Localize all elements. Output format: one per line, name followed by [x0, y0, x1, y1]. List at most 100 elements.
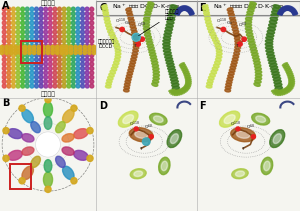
Text: O$^{68}$: O$^{68}$: [246, 123, 255, 132]
Ellipse shape: [116, 52, 121, 55]
Ellipse shape: [275, 86, 282, 90]
Ellipse shape: [44, 49, 48, 53]
Ellipse shape: [39, 58, 43, 62]
Circle shape: [136, 42, 140, 46]
Ellipse shape: [90, 7, 94, 11]
Ellipse shape: [145, 11, 151, 15]
Ellipse shape: [275, 89, 283, 93]
Ellipse shape: [44, 21, 48, 25]
Circle shape: [71, 178, 77, 184]
Ellipse shape: [114, 43, 119, 47]
Circle shape: [5, 45, 8, 49]
Ellipse shape: [143, 20, 149, 24]
Ellipse shape: [266, 40, 273, 43]
Ellipse shape: [269, 20, 277, 24]
Ellipse shape: [81, 16, 85, 20]
Ellipse shape: [281, 8, 284, 11]
Ellipse shape: [134, 43, 139, 46]
Ellipse shape: [71, 16, 75, 20]
Ellipse shape: [287, 6, 288, 10]
Ellipse shape: [30, 62, 34, 66]
Ellipse shape: [185, 84, 190, 87]
Text: A: A: [2, 1, 9, 11]
Ellipse shape: [248, 39, 254, 42]
Ellipse shape: [58, 16, 62, 20]
Ellipse shape: [163, 37, 170, 40]
Ellipse shape: [7, 26, 11, 30]
Ellipse shape: [30, 30, 34, 34]
Ellipse shape: [22, 134, 34, 142]
Ellipse shape: [67, 12, 71, 16]
Ellipse shape: [249, 6, 255, 9]
Ellipse shape: [176, 12, 180, 14]
Ellipse shape: [85, 71, 89, 75]
Ellipse shape: [2, 75, 6, 79]
Ellipse shape: [109, 32, 114, 36]
Ellipse shape: [81, 62, 85, 66]
Ellipse shape: [16, 53, 20, 57]
Text: 共有結合した
DCCD: 共有結合した DCCD: [98, 39, 115, 49]
Ellipse shape: [85, 35, 89, 39]
Ellipse shape: [2, 26, 6, 30]
Ellipse shape: [71, 39, 75, 43]
Ellipse shape: [62, 71, 66, 75]
Circle shape: [9, 51, 13, 55]
Ellipse shape: [271, 14, 278, 18]
Ellipse shape: [168, 14, 175, 18]
Ellipse shape: [90, 80, 94, 84]
Circle shape: [9, 48, 13, 52]
Ellipse shape: [85, 80, 89, 84]
Text: O$^{118}$: O$^{118}$: [216, 16, 227, 26]
Ellipse shape: [30, 53, 34, 57]
Ellipse shape: [132, 33, 138, 37]
Ellipse shape: [172, 90, 175, 95]
Ellipse shape: [148, 47, 154, 50]
Ellipse shape: [7, 66, 11, 70]
Ellipse shape: [102, 5, 107, 7]
Ellipse shape: [111, 67, 117, 71]
Ellipse shape: [103, 14, 109, 18]
Ellipse shape: [130, 61, 136, 64]
Ellipse shape: [2, 49, 6, 53]
Ellipse shape: [58, 21, 62, 25]
Circle shape: [42, 45, 45, 49]
Ellipse shape: [7, 75, 11, 79]
Ellipse shape: [90, 35, 94, 39]
Circle shape: [65, 48, 68, 52]
Ellipse shape: [147, 6, 153, 9]
Ellipse shape: [164, 49, 171, 52]
Ellipse shape: [145, 36, 152, 39]
Ellipse shape: [255, 77, 262, 80]
Ellipse shape: [174, 90, 176, 95]
Ellipse shape: [290, 8, 293, 11]
Ellipse shape: [168, 66, 175, 70]
Ellipse shape: [190, 14, 194, 15]
Ellipse shape: [128, 16, 134, 20]
Ellipse shape: [44, 39, 48, 43]
Ellipse shape: [289, 83, 294, 85]
Ellipse shape: [26, 58, 29, 62]
Circle shape: [88, 45, 91, 49]
Ellipse shape: [81, 53, 85, 57]
Ellipse shape: [216, 46, 221, 49]
Ellipse shape: [76, 30, 80, 34]
Circle shape: [14, 51, 17, 55]
Ellipse shape: [67, 21, 71, 25]
Ellipse shape: [170, 134, 178, 143]
Ellipse shape: [252, 113, 270, 125]
Ellipse shape: [135, 131, 148, 138]
Ellipse shape: [126, 75, 132, 78]
Ellipse shape: [112, 38, 117, 41]
Ellipse shape: [48, 7, 52, 11]
Circle shape: [83, 48, 87, 52]
Ellipse shape: [62, 75, 66, 79]
Circle shape: [28, 51, 31, 55]
Ellipse shape: [2, 80, 6, 84]
Circle shape: [60, 48, 64, 52]
Ellipse shape: [53, 7, 57, 11]
Ellipse shape: [62, 30, 66, 34]
Ellipse shape: [53, 71, 57, 75]
Ellipse shape: [85, 62, 89, 66]
Text: D: D: [99, 101, 107, 111]
Ellipse shape: [11, 84, 15, 88]
